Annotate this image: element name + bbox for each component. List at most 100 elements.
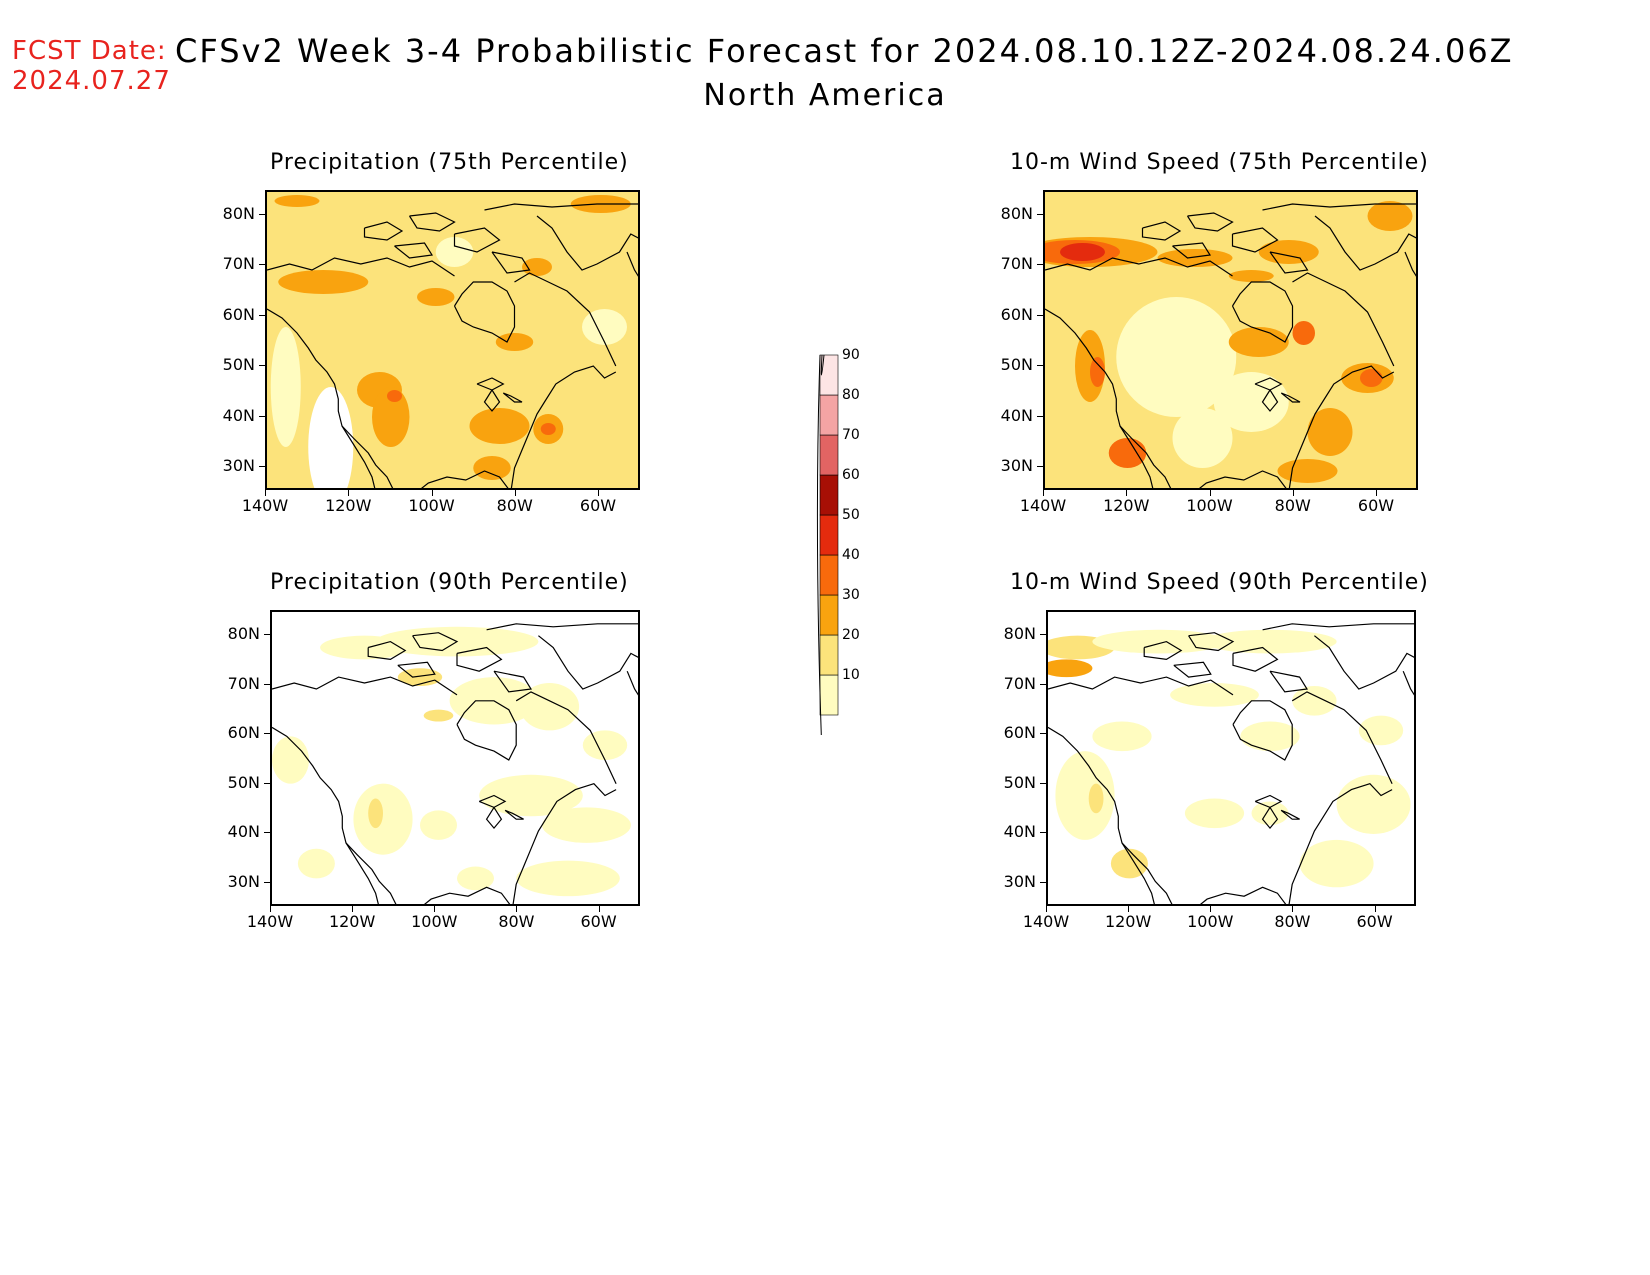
lat-tick-label: 40N — [222, 405, 255, 425]
lat-tick-label: 40N — [1003, 822, 1036, 842]
lon-tick-label: 100W — [408, 496, 455, 515]
coastline — [1186, 212, 1234, 232]
lat-tick-label: 30N — [1003, 872, 1036, 891]
lat-tick-label: 80N — [222, 204, 255, 223]
coastline — [394, 242, 434, 259]
coastline — [536, 215, 638, 271]
region-subtitle: North America — [0, 78, 1650, 113]
coastline — [1232, 700, 1293, 761]
probability-map — [267, 192, 638, 488]
probability-contour — [1203, 629, 1337, 654]
coastline — [1232, 646, 1279, 672]
lat-tick — [259, 264, 265, 266]
lat-tick-label: 40N — [1000, 405, 1033, 425]
coastline — [504, 809, 524, 820]
probability-contour — [435, 237, 474, 267]
lat-tick-label: 70N — [227, 673, 260, 693]
probability-contour — [1092, 721, 1152, 752]
probability-contour — [353, 783, 413, 855]
coastline — [538, 635, 638, 690]
probability-contour — [387, 390, 402, 402]
coastline — [1288, 783, 1393, 904]
legend-swatch — [819, 634, 839, 676]
lon-tick — [598, 490, 599, 496]
lat-tick — [264, 634, 270, 635]
lat-tick — [259, 214, 265, 215]
lat-tick-label: 70N — [222, 254, 255, 274]
lat-tick — [264, 832, 270, 834]
lon-tick-label: 80W — [1274, 496, 1311, 515]
coastline — [1048, 726, 1173, 904]
lon-tick-label: 60W — [579, 496, 617, 515]
coastline — [1119, 425, 1154, 488]
coastline — [1173, 661, 1212, 678]
forecast-date-value: 2024.07.27 — [12, 66, 171, 96]
coastline — [1269, 670, 1309, 693]
coastline — [510, 365, 617, 488]
coastline — [1261, 807, 1279, 830]
lon-tick-label: 100W — [1186, 496, 1233, 515]
coastline — [502, 392, 523, 403]
legend-swatch — [819, 674, 839, 716]
coastline — [1188, 632, 1235, 652]
coastline — [1292, 272, 1395, 367]
probability-contour — [469, 408, 530, 444]
legend-swatch — [819, 354, 839, 396]
lon-tick — [1374, 906, 1376, 912]
lat-tick — [1037, 214, 1043, 215]
probability-map — [272, 612, 638, 904]
probability-contour — [1116, 297, 1237, 417]
lon-tick-label: 140W — [241, 496, 289, 515]
lat-tick — [1040, 782, 1046, 784]
lon-tick-label: 80W — [1274, 912, 1311, 931]
coastline — [515, 691, 617, 784]
lat-tick — [259, 365, 265, 367]
lon-tick — [1128, 906, 1130, 912]
lat-tick — [264, 882, 270, 883]
coastline — [424, 886, 511, 904]
lat-tick — [1037, 264, 1043, 266]
coastline — [1262, 623, 1414, 631]
probability-contour — [1110, 848, 1148, 879]
legend-swatch — [819, 434, 839, 476]
probability-contour — [1090, 357, 1105, 387]
coastline — [1402, 670, 1414, 696]
probability-contour — [1213, 372, 1289, 432]
legend-level-label: 70 — [842, 427, 860, 443]
lat-tick — [1037, 314, 1043, 316]
coastline — [421, 470, 509, 488]
coastline — [267, 308, 394, 488]
lat-tick-label: 50N — [227, 772, 260, 792]
legend-level-label: 60 — [842, 467, 860, 483]
panel-title: 10-m Wind Speed (75th Percentile) — [1010, 150, 1429, 175]
lat-tick-label: 50N — [1000, 355, 1033, 375]
probability-contour — [1088, 783, 1104, 814]
legend-bracket — [816, 354, 825, 735]
probability-contour — [1055, 751, 1115, 840]
main-title: CFSv2 Week 3-4 Probabilistic Forecast fo… — [175, 32, 1514, 70]
coastline — [484, 203, 638, 211]
legend-level-label: 40 — [842, 547, 860, 563]
legend-level-label: 90 — [842, 347, 860, 363]
coastline — [453, 281, 516, 343]
lat-tick — [1040, 882, 1046, 883]
forecast-date-label: FCST Date: — [12, 36, 167, 66]
probability-contour — [1184, 798, 1245, 829]
lon-tick — [1210, 906, 1212, 912]
coastline — [1045, 257, 1233, 277]
lat-tick — [264, 733, 270, 735]
coastline — [1269, 251, 1309, 274]
panel-title: 10-m Wind Speed (90th Percentile) — [1010, 570, 1429, 595]
probability-contour — [368, 798, 383, 829]
coastline — [397, 661, 436, 678]
probability-contour — [1048, 659, 1093, 678]
lon-tick — [265, 490, 266, 496]
coastline — [341, 425, 376, 488]
lat-tick — [1040, 634, 1046, 635]
probability-contour — [540, 423, 556, 435]
probability-contour — [278, 270, 369, 294]
coastline — [1141, 221, 1182, 241]
lon-tick-label: 60W — [1356, 912, 1393, 931]
lon-tick-label: 120W — [1104, 912, 1152, 931]
probability-contour — [1367, 201, 1413, 231]
